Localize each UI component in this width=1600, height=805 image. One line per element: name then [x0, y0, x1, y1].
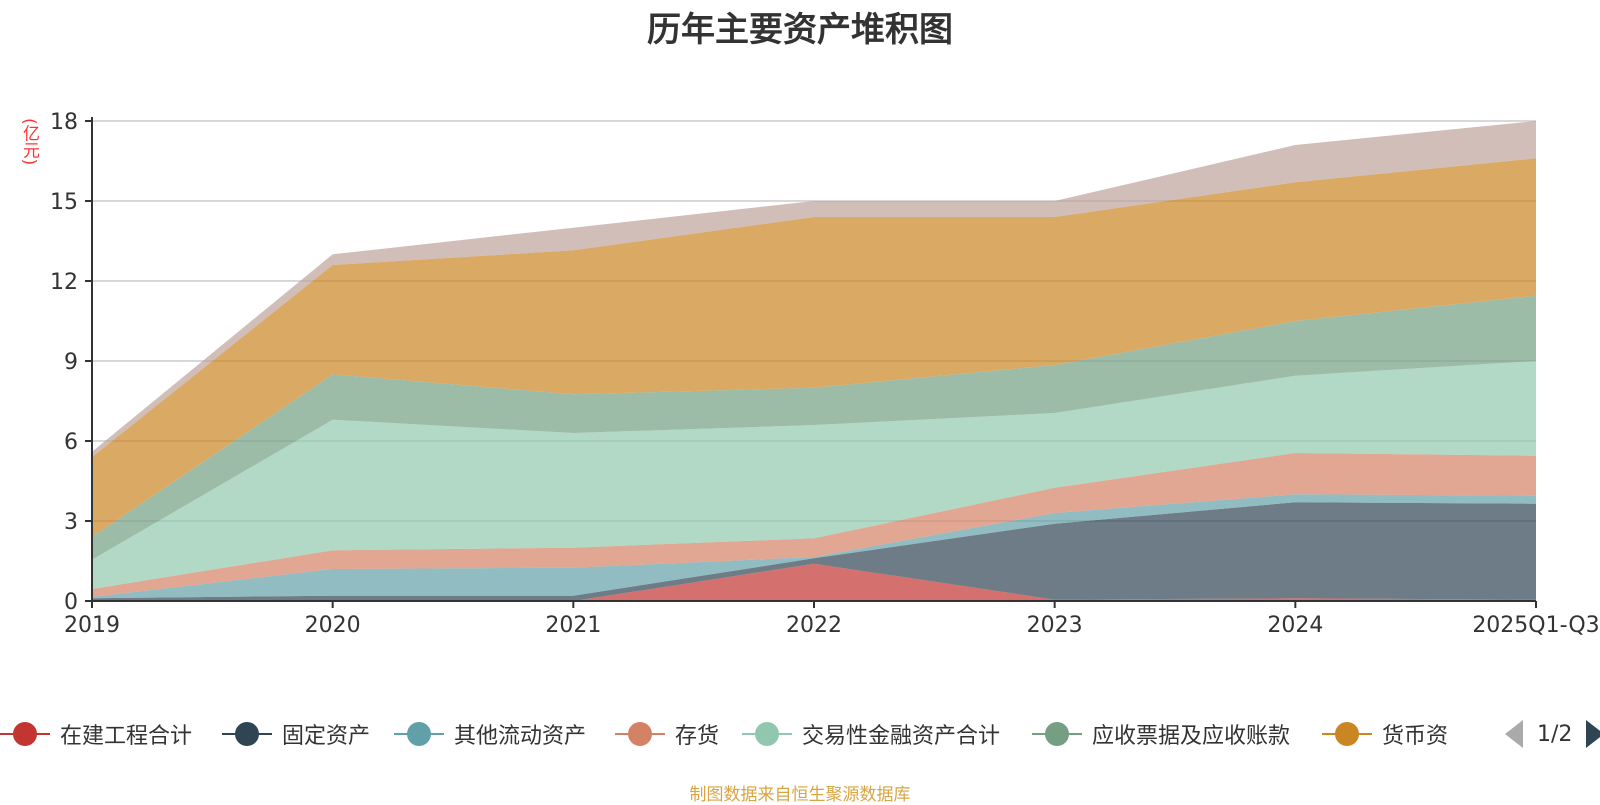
area-series [92, 158, 1536, 538]
y-tick-label: 12 [50, 270, 78, 295]
legend-dot [755, 722, 779, 746]
legend-marker-icon [222, 716, 272, 752]
legend-dot [1045, 722, 1069, 746]
legend-item-cash[interactable]: 货币资 [1322, 716, 1448, 752]
area-series [92, 361, 1536, 589]
legend-dot [1335, 722, 1359, 746]
legend-item-other-current-assets[interactable]: 其他流动资产 [394, 716, 586, 752]
area-series [92, 121, 1536, 457]
x-tick-label: 2021 [545, 613, 601, 638]
legend-label: 货币资 [1382, 724, 1449, 749]
y-tick-label: 9 [64, 350, 78, 375]
legend-dot [13, 722, 37, 746]
y-tick-label: 18 [50, 110, 78, 135]
area-series [92, 563, 1536, 601]
x-tick-label: 2023 [1027, 613, 1083, 638]
area-series [92, 494, 1536, 599]
legend-marker-icon [615, 716, 665, 752]
x-tick-label: 2025Q1-Q3 [1472, 613, 1599, 638]
x-tick-label: 2022 [786, 613, 842, 638]
legend-dot [407, 722, 431, 746]
legend-page-indicator: 1/2 [1537, 721, 1573, 747]
area-series [92, 453, 1536, 597]
y-axis-unit-label: (亿元) [19, 118, 39, 166]
legend-label: 其他流动资产 [454, 724, 587, 749]
data-source-note: 制图数据来自恒生聚源数据库 [689, 785, 911, 805]
x-tick-label: 2019 [64, 613, 120, 638]
prev-page-icon[interactable] [1505, 720, 1523, 748]
legend-marker-icon [0, 716, 50, 752]
legend-item-construction[interactable]: 在建工程合计 [0, 716, 192, 752]
legend-label: 在建工程合计 [60, 724, 193, 749]
legend-marker-icon [742, 716, 792, 752]
chart-title: 历年主要资产堆积图 [647, 10, 953, 50]
y-tick-label: 0 [64, 590, 78, 615]
legend-marker-icon [1032, 716, 1082, 752]
x-tick-label: 2020 [305, 613, 361, 638]
legend-item-inventory[interactable]: 存货 [615, 716, 719, 752]
legend-marker-icon [1322, 716, 1372, 752]
y-tick-label: 3 [64, 510, 78, 535]
area-series [92, 295, 1536, 560]
legend-marker-icon [394, 716, 444, 752]
legend-dot [235, 722, 259, 746]
legend: 在建工程合计 固定资产 其他流动资产 存货 交易性金融资产合计 [0, 716, 1600, 752]
area-series [92, 502, 1536, 601]
legend-label: 固定资产 [282, 724, 371, 749]
legend-item-receivables[interactable]: 应收票据及应收账款 [1032, 716, 1290, 752]
legend-item-fixed-assets[interactable]: 固定资产 [222, 716, 370, 752]
legend-dot [628, 722, 652, 746]
next-page-icon[interactable] [1586, 720, 1600, 748]
legend-label: 存货 [675, 724, 720, 749]
x-tick-label: 2024 [1267, 613, 1323, 638]
legend-item-trading-financial-assets[interactable]: 交易性金融资产合计 [742, 716, 1000, 752]
legend-pager: 1/2 [1505, 716, 1600, 752]
y-tick-label: 15 [50, 190, 78, 215]
y-tick-label: 6 [64, 430, 78, 455]
legend-label: 交易性金融资产合计 [802, 724, 1001, 749]
legend-label: 应收票据及应收账款 [1092, 724, 1291, 749]
